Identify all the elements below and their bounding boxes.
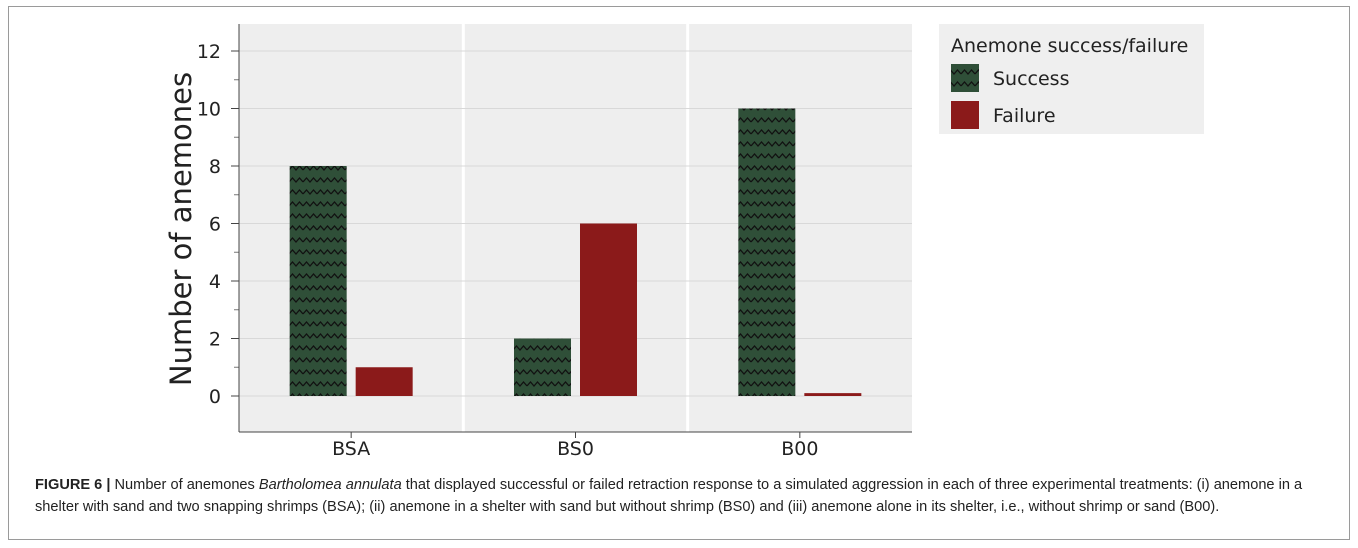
caption-species: Bartholomea annulata xyxy=(258,477,402,493)
axes: 0 2 4 6 8 10 12 BSA BS0 B00 xyxy=(197,24,912,460)
grid-lines xyxy=(239,24,912,432)
legend-label-success: Success xyxy=(993,68,1069,90)
y-tick-label: 8 xyxy=(209,156,221,178)
legend-background xyxy=(939,24,1204,134)
legend-title: Anemone success/failure xyxy=(951,35,1188,57)
y-tick-label: 4 xyxy=(209,271,221,293)
caption-text-start: Number of anemones xyxy=(110,477,259,493)
figure-frame: 0 2 4 6 8 10 12 BSA BS0 B00 Number of anemones An… xyxy=(8,6,1350,540)
y-tick-label: 6 xyxy=(209,214,221,236)
y-tick-label: 2 xyxy=(209,329,221,351)
y-tick-label: 12 xyxy=(197,41,221,63)
x-tick-label: B00 xyxy=(781,438,818,460)
bar-chart: 0 2 4 6 8 10 12 BSA BS0 B00 Number of anemones An… xyxy=(164,24,1204,460)
bar-success-b00 xyxy=(738,108,796,396)
legend-label-failure: Failure xyxy=(993,105,1056,127)
bar-failure-bsa xyxy=(355,367,413,396)
figure-label: FIGURE 6 | xyxy=(35,477,111,493)
bar-failure-bs0 xyxy=(580,223,637,396)
plot-panel xyxy=(239,24,912,432)
y-axis-title: Number of anemones xyxy=(164,72,198,386)
bar-success-bsa xyxy=(289,166,347,396)
bar-failure-b00 xyxy=(804,393,862,396)
bar-success-bs0 xyxy=(514,338,571,396)
legend-swatch-failure xyxy=(951,101,979,129)
bars xyxy=(289,108,862,396)
y-tick-label: 10 xyxy=(197,99,221,121)
legend: Anemone success/failure Success Failure xyxy=(939,24,1204,134)
x-tick-label: BS0 xyxy=(557,438,594,460)
x-tick-label: BSA xyxy=(332,438,370,460)
figure-caption: FIGURE 6 | Number of anemones Bartholome… xyxy=(35,474,1335,518)
legend-swatch-success xyxy=(951,64,979,92)
y-tick-label: 0 xyxy=(209,386,221,408)
caption-text-end: that displayed successful or failed retr… xyxy=(35,477,1303,515)
